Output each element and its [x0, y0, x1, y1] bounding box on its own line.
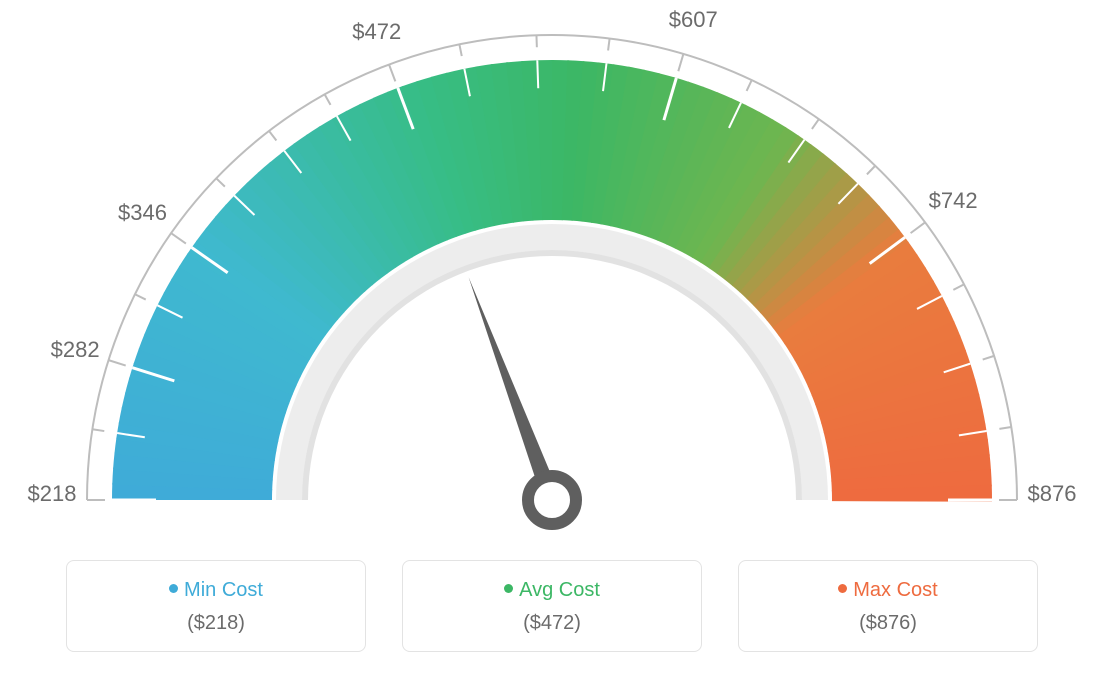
gauge-outer-tick: [911, 222, 925, 233]
gauge-outer-tick: [459, 44, 461, 56]
gauge-outer-tick: [135, 294, 146, 299]
gauge-outer-tick: [999, 427, 1011, 429]
gauge-outer-tick: [171, 233, 186, 243]
gauge-outer-tick: [747, 80, 752, 91]
legend-dot-icon: [838, 584, 847, 593]
legend-title-text: Avg Cost: [519, 579, 600, 601]
gauge-tick-label: $472: [352, 19, 401, 45]
gauge-outer-tick: [109, 360, 126, 365]
gauge-outer-tick: [953, 284, 964, 290]
legend-card-max: Max Cost ($876): [738, 560, 1038, 652]
legend-value: ($876): [749, 612, 1027, 635]
gauge-outer-tick: [608, 39, 609, 51]
gauge-tick-label: $876: [1028, 481, 1077, 507]
gauge-outer-tick: [269, 131, 276, 141]
legend-dot-icon: [169, 584, 178, 593]
gauge-outer-tick: [867, 166, 875, 175]
gauge-tick-label: $742: [929, 188, 978, 214]
legend-dot-icon: [504, 584, 513, 593]
gauge-outer-tick: [678, 54, 683, 71]
gauge-tick-label: $607: [669, 7, 718, 33]
gauge-needle-hub: [528, 476, 576, 524]
gauge-outer-tick: [812, 119, 819, 129]
gauge-svg: [0, 0, 1104, 560]
legend-title: Avg Cost: [413, 579, 691, 602]
gauge-tick-label: $346: [118, 200, 167, 226]
legend-title-text: Max Cost: [853, 579, 937, 601]
legend-row: Min Cost ($218) Avg Cost ($472) Max Cost ($87…: [0, 560, 1104, 652]
legend-title: Max Cost: [749, 579, 1027, 602]
gauge-outer-tick: [325, 94, 331, 104]
gauge-band: [112, 60, 992, 502]
gauge-outer-tick: [216, 178, 225, 186]
gauge-tick-label: $282: [51, 337, 100, 363]
legend-card-avg: Avg Cost ($472): [402, 560, 702, 652]
gauge-tick-label: $218: [28, 481, 77, 507]
legend-value: ($472): [413, 612, 691, 635]
legend-value: ($218): [77, 612, 355, 635]
gauge-outer-tick: [983, 356, 994, 360]
gauge-band-tick: [537, 60, 538, 88]
legend-card-min: Min Cost ($218): [66, 560, 366, 652]
legend-title: Min Cost: [77, 579, 355, 602]
legend-title-text: Min Cost: [184, 579, 263, 601]
gauge-outer-tick: [92, 429, 104, 431]
gauge-outer-tick: [389, 64, 395, 81]
cost-gauge: $218 $282 $346 $472 $607 $742 $876: [0, 0, 1104, 560]
